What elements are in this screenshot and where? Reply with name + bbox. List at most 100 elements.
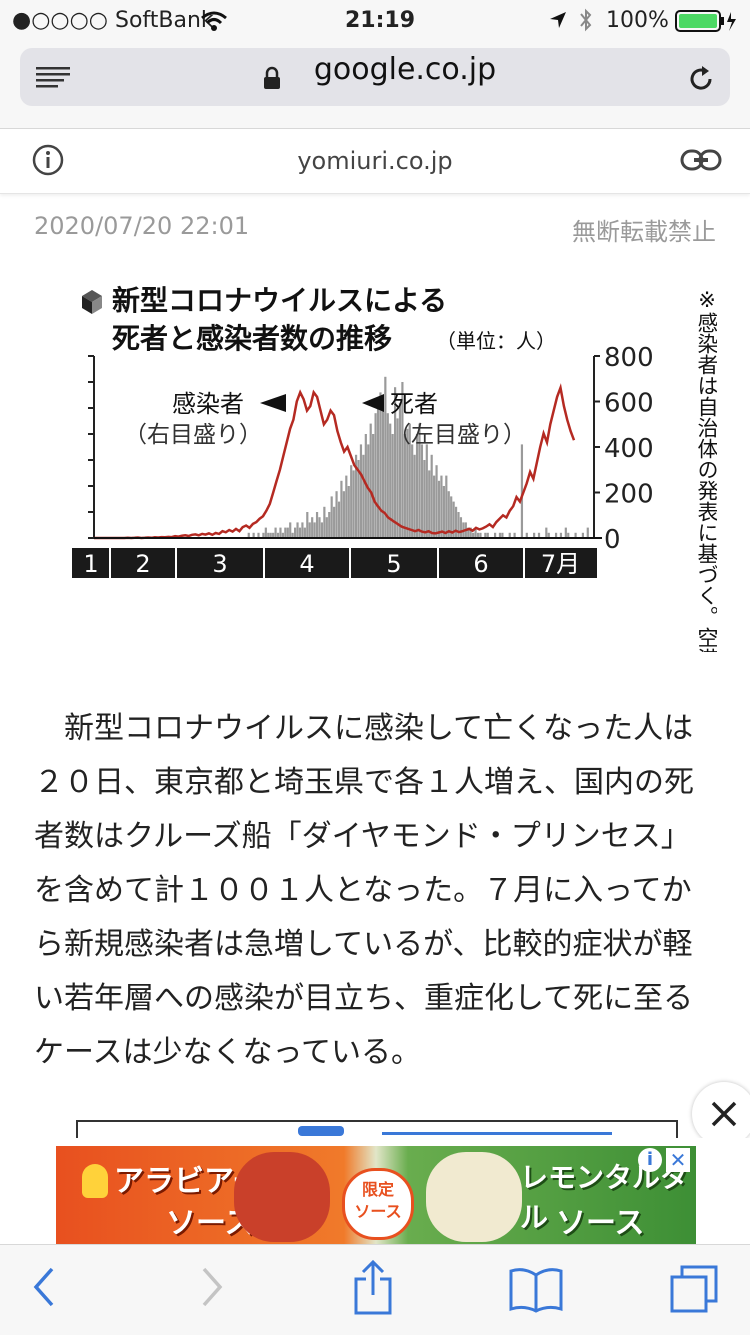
amp-source-domain[interactable]: yomiuri.co.jp: [297, 147, 453, 175]
death-bar: [418, 423, 421, 538]
death-bar: [486, 532, 489, 538]
wifi-icon: [201, 11, 227, 31]
death-bar: [476, 532, 480, 538]
death-bar: [411, 444, 414, 538]
reload-icon[interactable]: [686, 64, 716, 94]
death-bar: [350, 465, 353, 538]
back-icon[interactable]: [30, 1265, 58, 1309]
death-bar: [362, 454, 365, 538]
close-ad-button[interactable]: [692, 1082, 750, 1144]
death-bar: [252, 532, 255, 538]
death-bar: [408, 423, 411, 538]
browser-toolbar: [0, 1244, 750, 1335]
ad-image[interactable]: アラビアータ ソース 限定 ソース レモンタルタル ソース i ✕: [56, 1146, 696, 1246]
death-bar: [279, 527, 282, 538]
info-icon[interactable]: [32, 144, 64, 176]
amp-source-bar: yomiuri.co.jp: [0, 129, 750, 194]
death-bar: [437, 480, 441, 538]
death-bar: [286, 527, 289, 538]
reader-menu-icon[interactable]: [36, 66, 70, 88]
death-bar: [313, 522, 316, 538]
death-bar: [533, 532, 536, 538]
death-bar: [484, 532, 487, 538]
death-bar: [367, 444, 370, 538]
month-label: 1: [83, 550, 98, 578]
death-bar: [501, 532, 504, 538]
ad-frame-bar: [382, 1132, 612, 1135]
death-bar: [586, 527, 589, 538]
death-bar: [372, 434, 375, 538]
article-body: 新型コロナウイルスに感染して亡くなった人は２０日、東京都と埼玉県で各１人増え、国…: [34, 711, 694, 1070]
badge-line2: ソース: [354, 1202, 402, 1221]
death-bar: [374, 413, 377, 538]
death-bar: [435, 465, 438, 538]
ad-limited-badge: 限定 ソース: [342, 1168, 414, 1240]
chart-title-line1: 新型コロナウイルスによる: [112, 284, 447, 317]
death-bar: [303, 527, 306, 538]
death-bar: [442, 486, 445, 538]
death-bar: [281, 532, 284, 538]
death-bar: [457, 512, 460, 538]
death-bar: [398, 402, 402, 538]
death-bar: [359, 444, 363, 538]
tabs-icon[interactable]: [668, 1263, 720, 1315]
ad-frame-tab: [298, 1126, 344, 1136]
share-icon[interactable]: [352, 1259, 394, 1315]
death-bar: [459, 517, 463, 538]
death-bar: [301, 522, 304, 538]
death-bar: [347, 486, 350, 538]
death-bar: [472, 532, 475, 538]
death-bar: [394, 387, 397, 538]
death-bar: [291, 532, 294, 538]
death-bar: [274, 527, 277, 538]
death-bar: [352, 470, 355, 538]
bluetooth-icon: [580, 8, 592, 32]
death-bar: [425, 444, 428, 538]
death-bar: [379, 392, 382, 538]
death-bar: [406, 428, 409, 538]
death-bar: [333, 506, 336, 538]
infections-sublabel: （右目盛り）: [124, 422, 262, 448]
death-bar: [384, 376, 387, 538]
address-bar[interactable]: [20, 48, 730, 106]
death-bar: [513, 532, 516, 538]
death-bar: [452, 501, 455, 538]
left-axis: 35302520151050: [88, 355, 95, 539]
status-bar: ●○○○○ SoftBank 21:19 100%: [0, 0, 750, 40]
death-bar: [474, 527, 477, 538]
infections-line: [94, 383, 576, 540]
death-bar: [423, 460, 426, 538]
death-bar: [342, 491, 345, 538]
death-bar: [545, 527, 548, 538]
close-icon: [711, 1101, 737, 1127]
death-bar: [328, 512, 331, 538]
death-bar: [330, 496, 333, 538]
infections-label: 感染者: [172, 390, 244, 418]
death-bar: [554, 532, 558, 538]
death-bar: [508, 532, 511, 538]
ad-right-sub: ソース: [556, 1206, 645, 1241]
adchoices-icon[interactable]: i: [638, 1148, 662, 1172]
bookmarks-icon[interactable]: [508, 1265, 564, 1313]
ad-dismiss-icon[interactable]: ✕: [666, 1148, 690, 1172]
death-bar: [445, 475, 448, 538]
death-bar: [315, 512, 319, 538]
deaths-sublabel: （左目盛り）: [388, 422, 526, 448]
death-bar: [381, 408, 384, 538]
link-icon[interactable]: [680, 147, 722, 173]
death-bar: [318, 517, 321, 538]
death-bar: [391, 434, 394, 538]
forward-icon[interactable]: [198, 1265, 226, 1309]
copyright-notice: 無断転載禁止: [572, 218, 716, 246]
ad-banner[interactable]: アラビアータ ソース 限定 ソース レモンタルタル ソース i ✕: [0, 1138, 750, 1246]
death-bar: [469, 527, 472, 538]
death-bar: [298, 527, 302, 538]
embedded-ad-frame: [76, 1120, 678, 1144]
death-bar: [520, 444, 524, 538]
cube-icon: [82, 290, 102, 314]
death-bar: [262, 532, 265, 538]
right-axis: 800 600 400 200 0: [593, 343, 654, 555]
death-bar: [433, 475, 436, 538]
covid-chart: 新型コロナウイルスによる 死者と感染者数の推移 （単位：人） ※感染者は自治体の…: [72, 284, 717, 652]
domain-label[interactable]: google.co.jp: [313, 52, 497, 87]
